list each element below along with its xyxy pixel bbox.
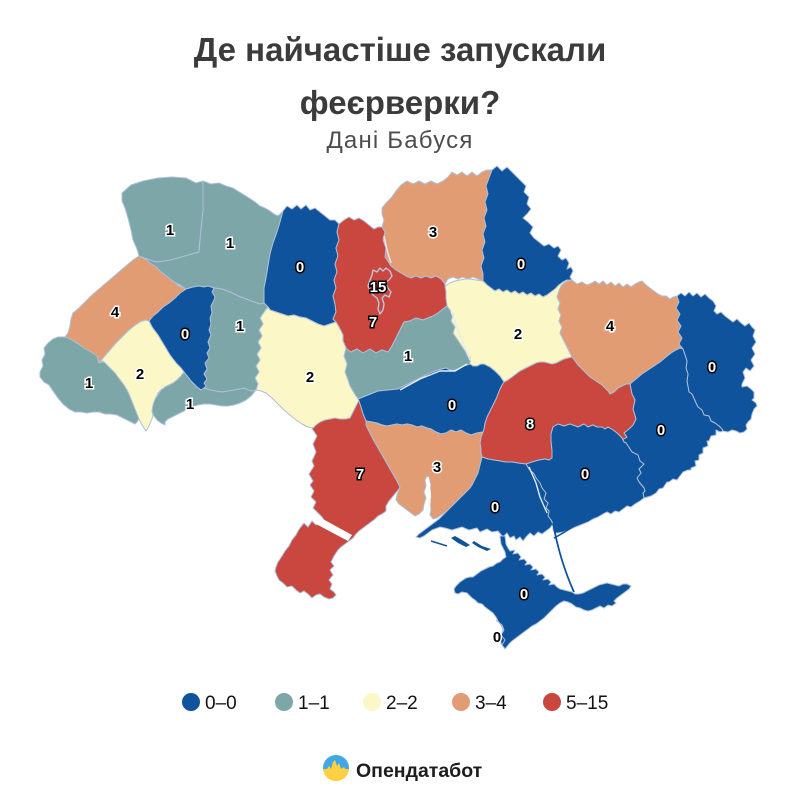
svg-text:15: 15 — [370, 279, 387, 296]
svg-text:2: 2 — [514, 326, 522, 343]
svg-text:2–2: 2–2 — [386, 693, 418, 714]
svg-text:1: 1 — [404, 348, 412, 365]
svg-text:0: 0 — [517, 256, 525, 273]
svg-text:3–4: 3–4 — [475, 693, 507, 714]
svg-text:0: 0 — [581, 466, 589, 483]
svg-text:2: 2 — [306, 369, 314, 386]
svg-text:0: 0 — [657, 422, 665, 439]
svg-text:феєрверки?: феєрверки? — [300, 84, 501, 121]
svg-text:4: 4 — [606, 318, 615, 335]
svg-text:0: 0 — [181, 326, 189, 343]
svg-text:0: 0 — [296, 259, 304, 276]
svg-text:3: 3 — [433, 459, 441, 476]
svg-text:2: 2 — [136, 366, 144, 383]
svg-text:0: 0 — [491, 499, 499, 516]
svg-text:5–15: 5–15 — [566, 693, 608, 714]
svg-text:4: 4 — [111, 304, 120, 321]
svg-text:7: 7 — [369, 314, 377, 331]
svg-text:3: 3 — [429, 224, 437, 241]
svg-text:1: 1 — [226, 235, 234, 252]
svg-text:0: 0 — [448, 397, 456, 414]
svg-text:7: 7 — [356, 466, 364, 483]
svg-text:1: 1 — [85, 375, 93, 392]
svg-text:1: 1 — [166, 222, 174, 239]
svg-text:0–0: 0–0 — [205, 693, 237, 714]
svg-text:1: 1 — [236, 318, 244, 335]
svg-text:Опендатабот: Опендатабот — [356, 760, 482, 782]
svg-text:1–1: 1–1 — [298, 693, 330, 714]
svg-text:0: 0 — [520, 586, 528, 603]
svg-text:Дані Бабуся: Дані Бабуся — [326, 127, 473, 154]
svg-text:0: 0 — [708, 359, 716, 376]
svg-text:Де найчастіше запускали: Де найчастіше запускали — [194, 31, 606, 68]
svg-text:8: 8 — [526, 416, 534, 433]
svg-text:0: 0 — [493, 629, 501, 646]
svg-text:1: 1 — [186, 396, 194, 413]
